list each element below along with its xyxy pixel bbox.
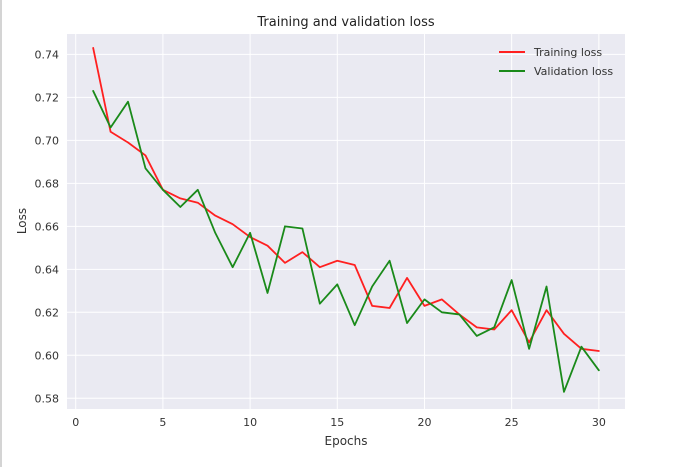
y-tick-label: 0.74 <box>35 48 60 61</box>
training-loss-line <box>92 47 600 352</box>
x-axis-label: Epochs <box>325 434 368 448</box>
left-border <box>0 0 2 467</box>
y-tick-label: 0.70 <box>35 134 60 147</box>
plot-area <box>67 34 625 409</box>
y-tick-label: 0.64 <box>35 263 60 276</box>
validation-loss-line <box>92 90 600 393</box>
legend-label-validation: Validation loss <box>534 65 613 78</box>
legend: Training loss Validation loss <box>499 46 613 78</box>
y-tick-labels: 0.58 0.60 0.62 0.64 0.66 0.68 0.70 0.72 0.74 <box>35 48 60 405</box>
y-tick-label: 0.68 <box>35 177 60 190</box>
y-axis-label: Loss <box>15 208 29 234</box>
y-tick-label: 0.66 <box>35 220 60 233</box>
x-tick-label: 15 <box>330 416 344 429</box>
y-tick-label: 0.58 <box>35 392 60 405</box>
x-tick-label: 5 <box>159 416 166 429</box>
series-lines <box>92 47 600 393</box>
x-tick-label: 0 <box>72 416 79 429</box>
y-tick-label: 0.60 <box>35 349 60 362</box>
y-tick-label: 0.62 <box>35 306 60 319</box>
x-tick-label: 10 <box>243 416 257 429</box>
x-tick-label: 25 <box>505 416 519 429</box>
x-tick-labels: 0 5 10 15 20 25 30 <box>72 416 606 429</box>
x-tick-label: 30 <box>592 416 606 429</box>
chart-title: Training and validation loss <box>256 15 434 30</box>
legend-label-training: Training loss <box>533 46 602 59</box>
y-tick-label: 0.72 <box>35 91 60 104</box>
x-tick-label: 20 <box>417 416 431 429</box>
